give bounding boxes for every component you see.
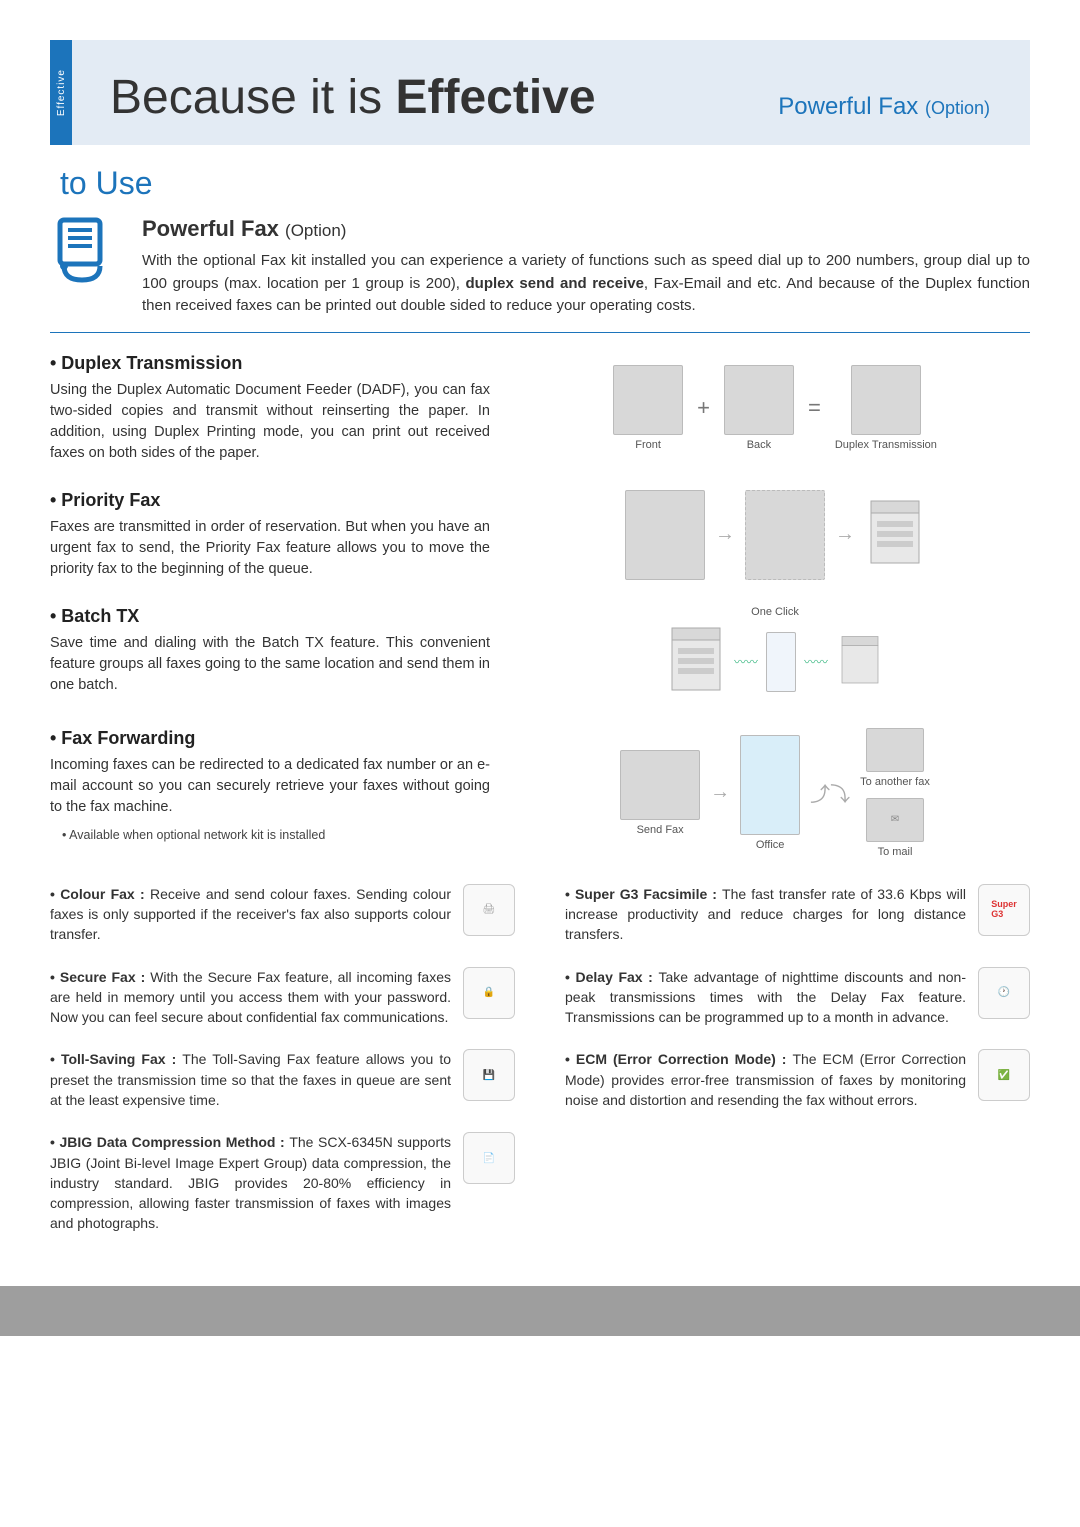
toll-saving-icon: 💾 <box>463 1049 515 1101</box>
caption-sendfax: Send Fax <box>637 824 684 836</box>
mail-envelope-icon: ✉ <box>866 798 924 842</box>
subtitle-main: Powerful Fax <box>778 93 925 120</box>
equals-symbol: = <box>808 395 821 421</box>
mini-col-right: • Super G3 Facsimile : The fast transfer… <box>565 884 1030 1256</box>
jbig-icon: 📄 <box>463 1132 515 1184</box>
docs-stack-icon <box>625 490 705 580</box>
wave-icon: 〰〰 <box>734 653 758 670</box>
delay-fax-icon: 🕐 <box>978 967 1030 1019</box>
priority-doc-icon <box>745 490 825 580</box>
arrow-icon: → <box>710 781 730 804</box>
intro-heading-main: Powerful Fax <box>142 216 285 241</box>
feature-priority: • Priority Fax Faxes are transmitted in … <box>50 490 1030 580</box>
mini-title: • Colour Fax : <box>50 886 150 902</box>
back-image-placeholder <box>724 365 794 435</box>
header-band: Effective Because it is Effective Powerf… <box>50 40 1030 145</box>
colour-fax-icon: 🖨 <box>463 884 515 936</box>
feature-body: Incoming faxes can be redirected to a de… <box>50 755 490 818</box>
feature-heading: • Fax Forwarding <box>50 728 490 749</box>
arrow-split-icon: ⤴⤵ <box>810 778 850 807</box>
mini-col-left: • Colour Fax : Receive and send colour f… <box>50 884 515 1256</box>
mini-super-g3: • Super G3 Facsimile : The fast transfer… <box>565 884 1030 945</box>
intro-block: Powerful Fax (Option) With the optional … <box>50 216 1030 333</box>
title-pre: Because it is <box>110 71 395 124</box>
arrow-icon: → <box>715 523 735 546</box>
intro-heading: Powerful Fax (Option) <box>142 216 1030 242</box>
to-use-heading: to Use <box>60 165 1030 202</box>
mini-title: • Super G3 Facsimile : <box>565 886 722 902</box>
front-image-placeholder <box>613 365 683 435</box>
main-title: Because it is Effective <box>110 70 778 125</box>
feature-note: • Available when optional network kit is… <box>62 828 490 842</box>
caption-front: Front <box>635 439 661 451</box>
secure-fax-icon: 🔒 <box>463 967 515 1019</box>
mini-title: • ECM (Error Correction Mode) : <box>565 1051 792 1067</box>
mini-colour-fax: • Colour Fax : Receive and send colour f… <box>50 884 515 945</box>
subtitle-small: (Option) <box>925 98 990 118</box>
copier-icon <box>865 495 925 575</box>
plus-symbol: + <box>697 395 710 421</box>
mini-title: • Delay Fax : <box>565 969 658 985</box>
intro-heading-small: (Option) <box>285 221 346 240</box>
another-fax-icon <box>866 728 924 772</box>
mini-delay-fax: • Delay Fax : Take advantage of nighttim… <box>565 967 1030 1028</box>
ecm-icon: ✅ <box>978 1049 1030 1101</box>
mini-title: • JBIG Data Compression Method : <box>50 1134 289 1150</box>
intro-text: Powerful Fax (Option) With the optional … <box>142 216 1030 318</box>
side-tab-label: Effective <box>56 69 67 116</box>
caption-office: Office <box>756 839 785 851</box>
mini-title: • Secure Fax : <box>50 969 150 985</box>
mini-features: • Colour Fax : Receive and send colour f… <box>50 884 1030 1256</box>
feature-batch: • Batch TX Save time and dialing with th… <box>50 606 1030 702</box>
feature-heading: • Batch TX <box>50 606 490 627</box>
copier-small-icon <box>836 632 884 692</box>
fax-document-icon <box>50 216 122 288</box>
feature-duplex: • Duplex Transmission Using the Duplex A… <box>50 353 1030 464</box>
feature-heading: • Priority Fax <box>50 490 490 511</box>
send-fax-icon <box>620 750 700 820</box>
footer-bar <box>0 1286 1080 1336</box>
forwarding-graphic: Send Fax → Office ⤴⤵ To another fax ✉ To… <box>520 728 1030 858</box>
priority-graphic: → → <box>520 490 1030 580</box>
intro-body-bold: duplex send and receive <box>466 275 644 292</box>
batch-graphic: One Click 〰〰 〰〰 <box>520 606 1030 702</box>
caption-back: Back <box>747 439 771 451</box>
mini-title: • Toll-Saving Fax : <box>50 1051 182 1067</box>
duplex-image-placeholder <box>851 365 921 435</box>
copier-icon <box>666 622 726 702</box>
office-server-icon <box>740 735 800 835</box>
caption-duplex: Duplex Transmission <box>835 439 937 451</box>
wave-icon: 〰〰 <box>804 653 828 670</box>
duplex-graphic: Front + Back = Duplex Transmission <box>520 353 1030 464</box>
side-tab: Effective <box>50 40 72 145</box>
title-bold: Effective <box>395 71 595 124</box>
subtitle-top-right: Powerful Fax (Option) <box>778 93 990 125</box>
arrow-icon: → <box>835 523 855 546</box>
caption-tomail: To mail <box>878 846 913 858</box>
mini-ecm: • ECM (Error Correction Mode) : The ECM … <box>565 1049 1030 1110</box>
feature-body: Save time and dialing with the Batch TX … <box>50 633 490 696</box>
feature-body: Faxes are transmitted in order of reserv… <box>50 517 490 580</box>
mini-jbig: • JBIG Data Compression Method : The SCX… <box>50 1132 515 1233</box>
server-icon <box>766 632 796 692</box>
mini-toll-saving: • Toll-Saving Fax : The Toll-Saving Fax … <box>50 1049 515 1110</box>
one-click-label: One Click <box>751 606 799 618</box>
intro-body: With the optional Fax kit installed you … <box>142 250 1030 318</box>
mini-secure-fax: • Secure Fax : With the Secure Fax featu… <box>50 967 515 1028</box>
feature-forwarding: • Fax Forwarding Incoming faxes can be r… <box>50 728 1030 858</box>
feature-heading: • Duplex Transmission <box>50 353 490 374</box>
caption-anotherfax: To another fax <box>860 776 930 788</box>
super-g3-icon: SuperG3 <box>978 884 1030 936</box>
feature-body: Using the Duplex Automatic Document Feed… <box>50 380 490 464</box>
